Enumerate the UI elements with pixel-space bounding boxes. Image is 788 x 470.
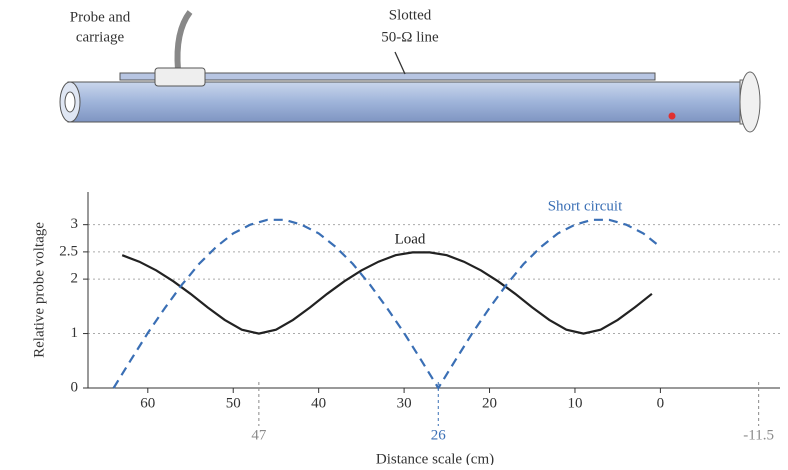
y-tick-label: 0 — [71, 379, 79, 395]
tube — [68, 82, 748, 122]
y-tick-label: 1 — [71, 325, 79, 341]
marker-label: -11.5 — [743, 427, 774, 443]
probe-label: Probe and — [70, 9, 131, 25]
y-tick-label: 2 — [71, 271, 79, 287]
x-axis-label: Distance scale (cm) — [376, 451, 494, 465]
marker-label: 47 — [251, 427, 267, 443]
probe-label: carriage — [76, 29, 125, 45]
marker-dot — [669, 113, 676, 120]
series-line — [114, 220, 661, 388]
page: Probe and carriage Slotted 50-Ω line Rel… — [0, 0, 788, 465]
marker-label: 26 — [431, 427, 447, 443]
carriage — [155, 68, 205, 86]
series-line — [122, 252, 652, 333]
y-axis-label: Relative probe voltage — [31, 222, 47, 358]
slotted-line-illustration: Probe and carriage Slotted 50-Ω line — [60, 7, 760, 132]
x-tick-label: 50 — [226, 395, 241, 411]
end-cap — [740, 72, 760, 132]
x-tick-label: 40 — [311, 395, 326, 411]
pointer-arrow — [395, 52, 405, 74]
probe-cable — [178, 12, 191, 70]
series-label: Short circuit — [548, 198, 623, 214]
x-tick-label: 10 — [567, 395, 582, 411]
x-tick-label: 20 — [482, 395, 497, 411]
tube-opening — [65, 92, 75, 112]
figure: Probe and carriage Slotted 50-Ω line Rel… — [0, 0, 788, 465]
x-tick-label: 60 — [140, 395, 155, 411]
y-tick-label: 3 — [71, 216, 79, 232]
x-tick-label: 30 — [397, 395, 412, 411]
x-tick-label: 0 — [657, 395, 665, 411]
y-tick-label: 2.5 — [59, 243, 78, 259]
series-label: Load — [395, 231, 426, 247]
line-label: Slotted — [389, 7, 432, 23]
line-label: 50-Ω line — [381, 29, 439, 45]
